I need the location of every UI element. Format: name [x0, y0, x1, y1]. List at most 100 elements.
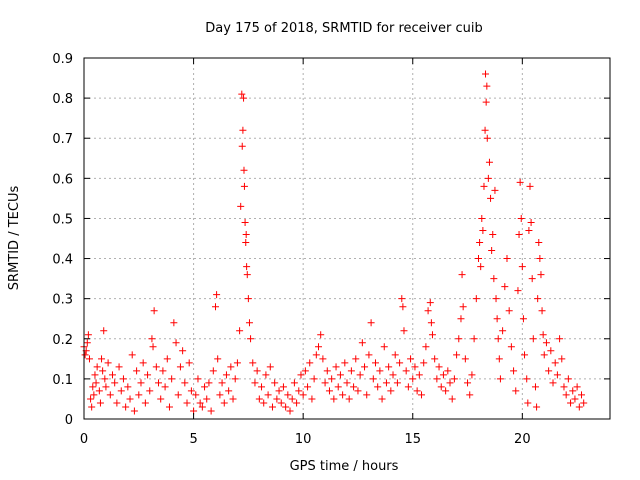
data-point	[165, 403, 173, 411]
data-point	[499, 327, 507, 335]
data-point	[301, 367, 309, 375]
y-tick-label: 0.1	[52, 373, 73, 388]
data-point	[308, 395, 316, 403]
data-point	[111, 379, 119, 387]
data-point	[363, 391, 371, 399]
data-point	[161, 383, 169, 391]
data-point	[87, 395, 95, 403]
data-point	[464, 379, 472, 387]
data-point	[264, 391, 272, 399]
data-point	[244, 295, 252, 303]
data-point	[266, 363, 274, 371]
data-point	[459, 303, 467, 311]
plot-frame	[83, 57, 611, 420]
data-point	[523, 375, 531, 383]
data-point	[163, 355, 171, 363]
data-point	[150, 307, 158, 315]
data-point	[489, 230, 497, 238]
data-point	[481, 126, 489, 134]
data-point	[399, 303, 407, 311]
data-point	[334, 383, 342, 391]
data-point	[358, 339, 366, 347]
data-point	[455, 335, 463, 343]
data-point	[378, 395, 386, 403]
data-point	[93, 363, 101, 371]
data-point	[537, 271, 545, 279]
data-point	[549, 379, 557, 387]
data-point	[84, 331, 92, 339]
x-tick-label: 15	[404, 432, 421, 447]
data-point	[233, 359, 241, 367]
data-point	[444, 367, 452, 375]
data-point	[304, 383, 312, 391]
data-point	[242, 239, 250, 247]
data-point	[345, 395, 353, 403]
data-point	[490, 275, 498, 283]
data-point	[330, 395, 338, 403]
data-point	[98, 355, 106, 363]
data-point	[237, 202, 245, 210]
data-point	[236, 327, 244, 335]
data-point	[575, 403, 583, 411]
data-point	[487, 194, 495, 202]
data-point	[251, 379, 259, 387]
data-point	[517, 214, 525, 222]
data-point	[556, 335, 564, 343]
data-point	[485, 158, 493, 166]
data-point	[258, 383, 266, 391]
data-point	[172, 339, 180, 347]
data-point	[198, 403, 206, 411]
data-point	[149, 343, 157, 351]
x-tick-label: 0	[80, 432, 88, 447]
data-point	[461, 355, 469, 363]
data-point	[214, 355, 222, 363]
data-point	[450, 375, 458, 383]
data-point	[409, 375, 417, 383]
data-point	[528, 275, 536, 283]
data-point	[88, 403, 96, 411]
data-point	[339, 391, 347, 399]
data-point	[238, 90, 246, 98]
data-point	[472, 295, 480, 303]
data-point	[81, 351, 89, 359]
data-point	[247, 335, 255, 343]
data-point	[227, 363, 235, 371]
data-point	[501, 283, 509, 291]
data-point	[315, 343, 323, 351]
data-point	[325, 387, 333, 395]
data-point	[442, 387, 450, 395]
data-point	[130, 407, 138, 415]
data-point	[133, 367, 141, 375]
data-point	[299, 391, 307, 399]
data-point	[201, 383, 209, 391]
data-point	[282, 403, 290, 411]
data-point	[332, 363, 340, 371]
data-point	[431, 355, 439, 363]
data-point	[477, 263, 485, 271]
data-point	[317, 331, 325, 339]
data-point	[448, 395, 456, 403]
data-point	[323, 367, 331, 375]
data-point	[240, 182, 248, 190]
data-point	[113, 399, 121, 407]
data-point	[268, 403, 276, 411]
data-point	[106, 391, 114, 399]
y-axis-label: SRMTID / TECUs	[7, 186, 22, 291]
data-point	[424, 307, 432, 315]
data-point	[376, 367, 384, 375]
data-point	[96, 399, 104, 407]
data-point	[137, 379, 145, 387]
data-point	[422, 343, 430, 351]
data-point	[356, 371, 364, 379]
data-point	[336, 371, 344, 379]
axis-ticks	[83, 57, 610, 420]
data-point	[524, 399, 532, 407]
data-point	[144, 371, 152, 379]
data-point	[418, 391, 426, 399]
data-point	[483, 134, 491, 142]
data-point	[275, 387, 283, 395]
data-point	[90, 391, 98, 399]
data-point	[393, 379, 401, 387]
data-point	[491, 186, 499, 194]
data-point	[170, 319, 178, 327]
